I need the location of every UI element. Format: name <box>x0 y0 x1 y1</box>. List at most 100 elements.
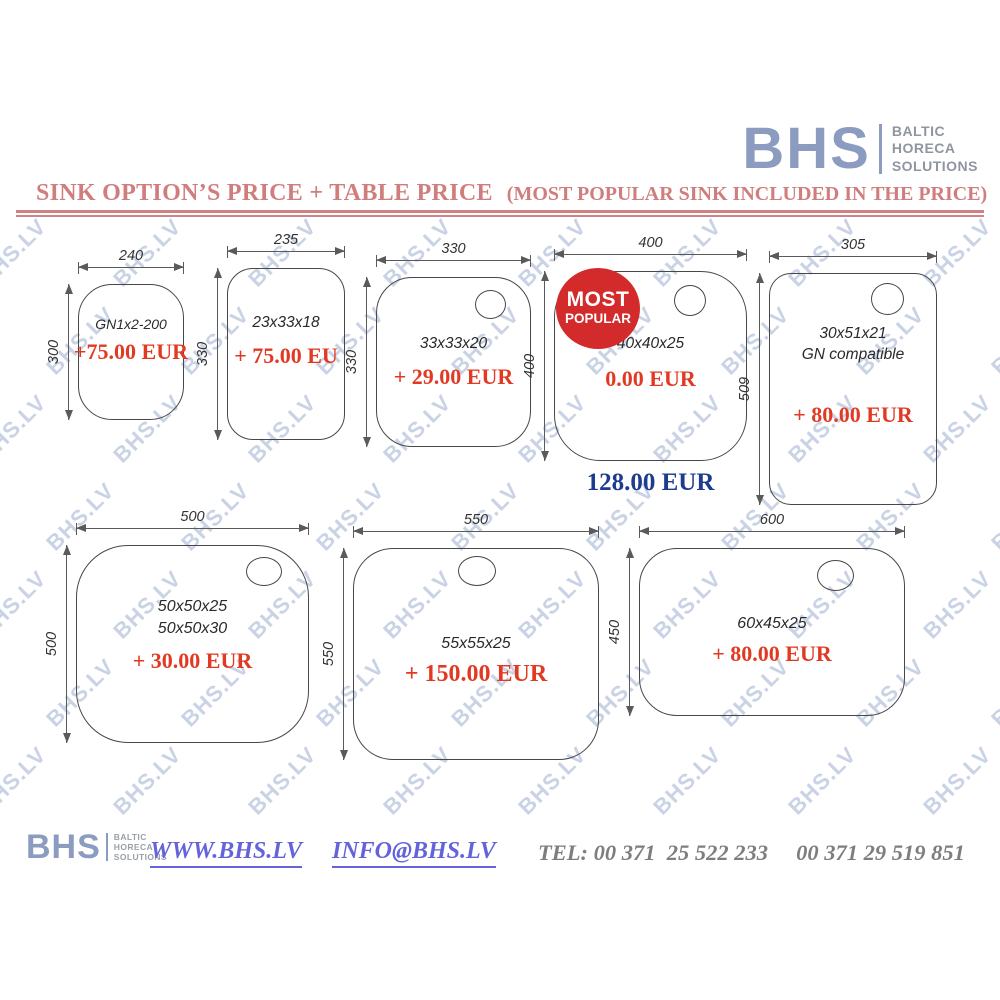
sink-60x45x25: 600 450 60x45x25 + 80.00 EUR <box>607 512 905 716</box>
sink-price: + 80.00 EUR <box>793 402 913 427</box>
watermark-text: BHS.LV <box>986 301 1000 380</box>
width-dim-value: 500 <box>180 509 205 525</box>
sink-price: + 75.00 EU <box>234 343 338 368</box>
sink-55x55x25: 550 550 55x55x25 + 150.00 EUR <box>321 512 599 760</box>
height-dimension: 550 <box>321 548 353 760</box>
width-dim-value: 240 <box>118 248 144 264</box>
faucet-hole-icon <box>674 285 706 316</box>
watermark-text: BHS.LV <box>0 213 52 292</box>
dimension-line <box>361 277 373 447</box>
faucet-hole-icon <box>246 557 282 586</box>
width-dimension: 400 <box>554 233 747 271</box>
logo-tagline: BALTIC HORECA SOLUTIONS <box>113 831 167 863</box>
sink-price: 0.00 EUR <box>605 366 696 391</box>
dimension-line <box>76 522 309 535</box>
sink-outline: 50x50x25 50x50x30 + 30.00 EUR <box>76 545 309 743</box>
dimension-line <box>212 268 224 440</box>
footer-logo: BHS BALTIC HORECA SOLUTIONS <box>26 830 167 864</box>
height-dimension: 330 <box>195 268 227 440</box>
most-popular-badge: MOST POPULAR <box>556 268 640 349</box>
email-link[interactable]: INFO@BHS.LV <box>332 838 496 868</box>
sink-price: + 150.00 EUR <box>404 661 548 687</box>
height-dimension: 300 <box>46 284 78 420</box>
sink-40x40x25-most-popular: 400 400 MOST POPULAR 40x40x25 0.00 EUR 1… <box>522 235 747 496</box>
dimension-line <box>78 261 184 274</box>
website-link[interactable]: WWW.BHS.LV <box>150 838 303 868</box>
watermark-text: BHS.LV <box>108 741 187 820</box>
logo-text: BHS <box>742 116 871 181</box>
sink-outline: 30x51x21 GN compatible + 80.00 EUR <box>769 273 937 505</box>
logo-tagline: BALTIC HORECA SOLUTIONS <box>891 123 978 174</box>
watermark-text: BHS.LV <box>986 477 1000 556</box>
logo-divider <box>878 124 882 174</box>
watermark-text: BHS.LV <box>918 741 997 820</box>
watermark-text: BHS.LV <box>918 565 997 644</box>
width-dimension: 500 <box>76 507 309 545</box>
watermark-text: BHS.LV <box>0 389 52 468</box>
sink-outline: 60x45x25 + 80.00 EUR <box>639 548 905 716</box>
watermark-text: BHS.LV <box>648 741 727 820</box>
dimension-line <box>227 245 345 258</box>
sink-outline: 40x40x25 0.00 EUR <box>554 271 747 461</box>
sink-size-label: 55x55x25 <box>441 635 511 652</box>
sink-outline: GN1x2-200 +75.00 EUR <box>74 284 188 420</box>
sink-price: + 80.00 EUR <box>712 641 832 666</box>
width-dimension: 235 <box>227 230 345 268</box>
width-dimension: 600 <box>639 510 905 548</box>
sink-size-label: 50x50x25 50x50x30 <box>157 598 228 637</box>
width-dim-value: 330 <box>441 241 466 257</box>
height-dimension: 509 <box>737 273 769 505</box>
watermark-text: BHS.LV <box>783 741 862 820</box>
sink-outline: 55x55x25 + 150.00 EUR <box>353 548 599 760</box>
sink-size-label: 60x45x25 <box>737 615 807 632</box>
dimension-line <box>63 284 75 420</box>
sink-size-label: GN1x2-200 <box>95 316 167 332</box>
sink-size-label: 40x40x25 <box>616 335 685 352</box>
watermark-text: BHS.LV <box>243 741 322 820</box>
dimension-line <box>769 250 937 263</box>
watermark-text: BHS.LV <box>0 741 52 820</box>
faucet-hole-icon <box>817 560 854 591</box>
faucet-hole-icon <box>475 290 506 319</box>
height-dim-value: 509 <box>737 376 753 402</box>
sink-total-price: 128.00 EUR <box>586 469 715 496</box>
sink-23x33x18: 235 330 23x33x18 + 75.00 EU <box>195 232 345 440</box>
width-dim-value: 400 <box>638 235 663 251</box>
dimension-line <box>376 254 531 267</box>
title-underline <box>16 210 984 213</box>
title-underline <box>16 215 984 217</box>
width-dimension: 550 <box>353 510 599 548</box>
faucet-hole-icon <box>458 556 496 586</box>
dimension-line <box>624 548 636 716</box>
sink-size-label: 23x33x18 <box>252 314 320 331</box>
header-logo: BHS BALTIC HORECA SOLUTIONS <box>742 120 978 178</box>
logo-divider <box>105 833 108 861</box>
height-dimension: 500 <box>44 545 76 743</box>
height-dimension: 450 <box>607 548 639 716</box>
sink-gn1x2-200: 240 300 GN1x2-200 +75.00 EUR <box>46 248 188 420</box>
height-dimension: 330 <box>344 277 376 447</box>
sink-outline: 33x33x20 + 29.00 EUR <box>376 277 531 447</box>
height-dimension: 400 <box>522 271 554 461</box>
title-note: (MOST POPULAR SINK INCLUDED IN THE PRICE… <box>506 183 988 205</box>
watermark-text: BHS.LV <box>986 653 1000 732</box>
sink-size-label: 30x51x21 GN compatible <box>801 325 905 363</box>
width-dimension: 305 <box>769 235 937 273</box>
dimension-line <box>61 545 73 743</box>
logo-text: BHS <box>26 828 101 866</box>
sink-price: +75.00 EUR <box>74 339 188 364</box>
width-dim-value: 235 <box>273 232 299 248</box>
width-dim-value: 305 <box>840 237 866 253</box>
dimension-line <box>353 525 599 538</box>
page-title: SINK OPTION’S PRICE + TABLE PRICE (MOST … <box>16 180 988 217</box>
sink-50x50: 500 500 50x50x25 50x50x30 + 30.00 EUR <box>44 509 309 743</box>
sink-outline: 23x33x18 + 75.00 EU <box>227 268 345 440</box>
sink-33x33x20: 330 330 33x33x20 + 29.00 EUR <box>344 241 531 447</box>
width-dim-value: 550 <box>463 512 489 528</box>
phone-numbers: TEL: 00 371 25 522 233 00 371 29 519 851 <box>538 840 965 865</box>
sink-price: + 30.00 EUR <box>132 648 253 673</box>
dimension-line <box>338 548 350 760</box>
dimension-line <box>554 248 747 261</box>
dimension-line <box>539 271 551 461</box>
